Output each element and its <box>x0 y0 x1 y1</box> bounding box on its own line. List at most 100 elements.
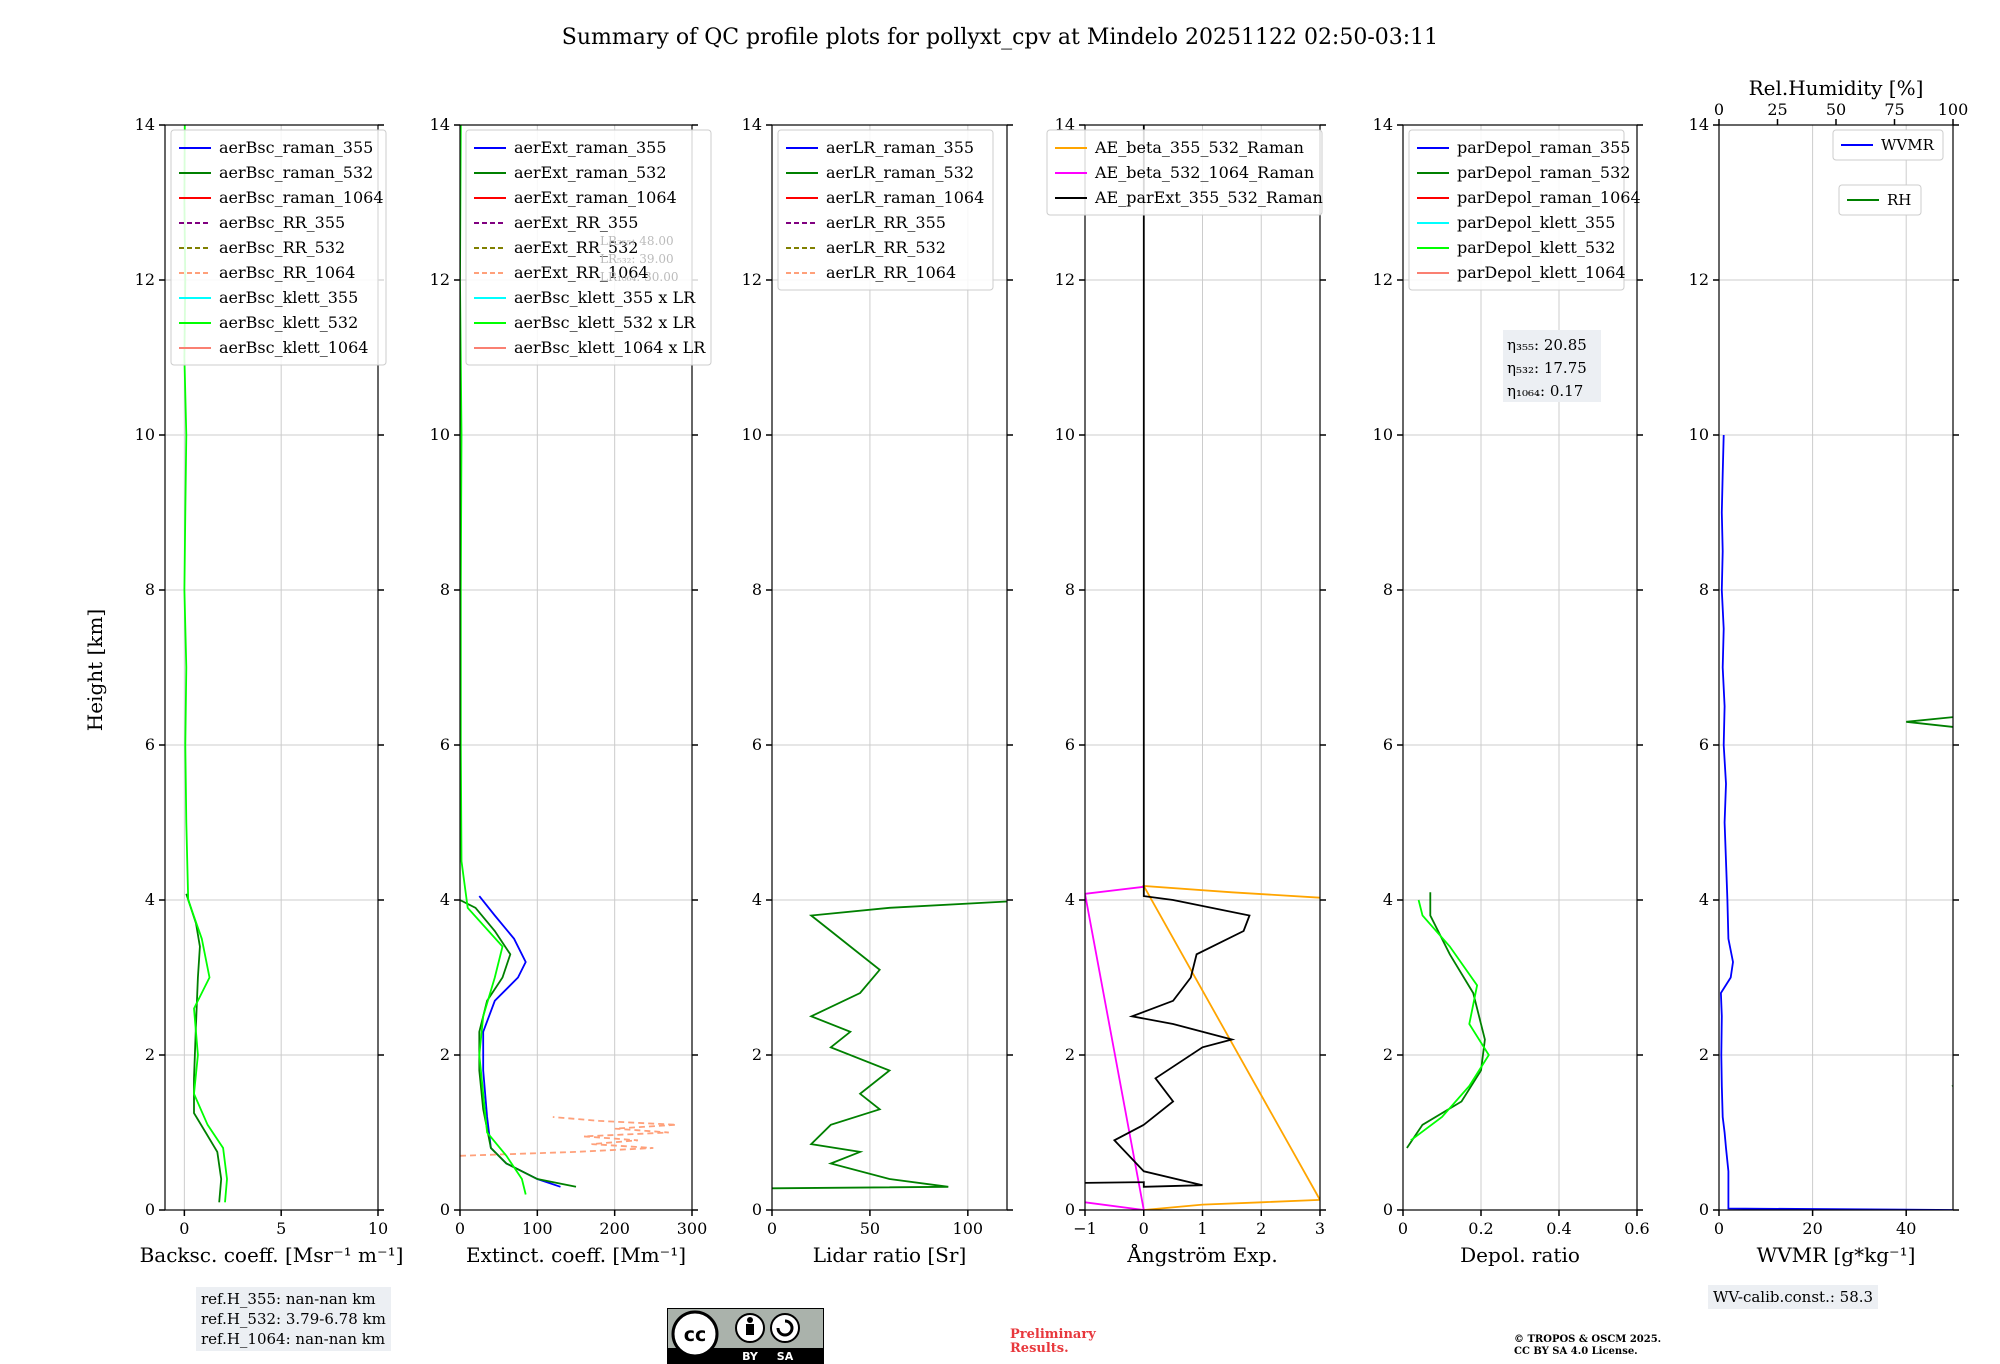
axes-frame <box>1718 124 1954 1211</box>
x-tick-label: 40 <box>1896 1219 1916 1238</box>
series-line-ae-parext-355-532-raman <box>1085 125 1251 1188</box>
legend-label: aerBsc_klett_355 <box>219 288 358 307</box>
legend-label: aerLR_RR_532 <box>826 238 946 257</box>
legend-box <box>170 129 387 366</box>
y-tick-label: 10 <box>135 425 155 444</box>
legend-label: AE_parExt_355_532_Raman <box>1094 188 1323 207</box>
legend-label: WVMR <box>1881 136 1935 154</box>
legend-label: aerExt_raman_1064 <box>514 188 677 207</box>
y-tick-label: 8 <box>1065 580 1075 599</box>
y-tick-label: 0 <box>1383 1200 1393 1219</box>
panel-dep: 0 0.2 0.4 0.6 0 2 4 6 8 10 12 14 Depol. ratio parDepo… <box>1373 115 1650 1267</box>
legend-lr: aerLR_raman_355 aerLR_raman_532 aerLR_rama… <box>777 129 994 291</box>
copyright-line-1: © TROPOS & OSCM 2025. <box>1514 1334 1662 1345</box>
series-line-wvmr <box>1719 434 1953 1210</box>
y-tick-label: 8 <box>1699 580 1709 599</box>
axes-frame <box>459 124 693 1211</box>
series-line-aerbsc-klett-532-x-lr <box>460 125 527 1195</box>
y-tick-label: 8 <box>1383 580 1393 599</box>
refh-1064-text: ref.H_1064: nan-nan km <box>201 1330 386 1348</box>
eta-annotation: η₃₅₅: 20.85 η₅₃₂: 17.75 η₁₀₆₄: 0.17 <box>1503 330 1601 402</box>
legend-label: parDepol_raman_1064 <box>1457 188 1641 207</box>
y-tick-label: 14 <box>135 115 155 134</box>
legend-label: aerBsc_klett_532 x LR <box>514 313 696 332</box>
y-tick-label: 14 <box>430 115 450 134</box>
legend-label: aerExt_RR_532 <box>514 238 638 257</box>
x-tick-label: 100 <box>522 1219 553 1238</box>
panel-wv: 0 20 40 0 2 4 6 8 10 12 14 WVMR [g*kg⁻¹] 0 25 50 75 100 R… <box>1689 76 1969 1267</box>
legend-ae: AE_beta_355_532_Raman AE_beta_532_1064_Ra… <box>1046 129 1323 216</box>
x-tick-label: 100 <box>953 1219 984 1238</box>
y-tick-label: 12 <box>1055 270 1075 289</box>
y-tick-label: 12 <box>742 270 762 289</box>
legend-bsc: aerBsc_raman_355 aerBsc_raman_532 aerBsc_r… <box>170 129 387 366</box>
panel-lr: 0 50 100 0 2 4 6 8 10 12 14 Lidar ratio [Sr] aerLR_r… <box>742 115 1013 1267</box>
legend-label: aerBsc_klett_1064 x LR <box>514 338 706 357</box>
x-tick-label: 200 <box>599 1219 630 1238</box>
legend-label: aerLR_RR_1064 <box>826 263 956 282</box>
wv-calib-box: WV-calib.const.: 58.3 <box>1708 1285 1879 1309</box>
legend-label: aerBsc_klett_355 x LR <box>514 288 696 307</box>
legend-label: aerBsc_RR_532 <box>219 238 345 257</box>
license-by-text: BY <box>742 1350 759 1363</box>
panel-bsc: 0 5 10 0 2 4 6 8 10 12 14 Backsc. coeff. [Msr⁻¹ m⁻¹… <box>135 115 404 1267</box>
y-tick-label: 2 <box>752 1045 762 1064</box>
copyright-line-2: CC BY SA 4.0 License. <box>1514 1346 1638 1357</box>
y-tick-label: 12 <box>1689 270 1709 289</box>
x-tick-label: 20 <box>1802 1219 1822 1238</box>
legend-label: RH <box>1887 191 1911 209</box>
x-tick-label: 0 <box>179 1219 189 1238</box>
x-tick-label: 1 <box>1197 1219 1207 1238</box>
series-line-ae-beta-532-1064-raman <box>1085 885 1145 1210</box>
y-tick-label: 0 <box>145 1200 155 1219</box>
y-tick-label: 8 <box>145 580 155 599</box>
legend-label: parDepol_raman_532 <box>1457 163 1630 182</box>
legend-label: aerLR_RR_355 <box>826 213 946 232</box>
series-line-aerext-raman-532 <box>460 899 577 1188</box>
x-tick-label: 0.6 <box>1624 1219 1649 1238</box>
eta-box <box>1503 330 1601 402</box>
y-tick-label: 4 <box>752 890 762 909</box>
legend-label: aerLR_raman_355 <box>826 138 974 157</box>
legend-label: aerBsc_raman_532 <box>219 163 373 182</box>
legend-label: aerExt_raman_532 <box>514 163 667 182</box>
eta-label: η₅₃₂: 17.75 <box>1507 359 1587 377</box>
y-tick-label: 2 <box>440 1045 450 1064</box>
y-tick-label: 12 <box>135 270 155 289</box>
license-sa-text: SA <box>777 1350 794 1363</box>
y-tick-label: 2 <box>1065 1045 1075 1064</box>
y-tick-label: 12 <box>1373 270 1393 289</box>
x-tick-label: 0 <box>767 1219 777 1238</box>
y-tick-label: 14 <box>1055 115 1075 134</box>
cc-license-badge: cc BY SA <box>667 1308 824 1364</box>
y-tick-label: 6 <box>1065 735 1075 754</box>
legend-label: aerExt_RR_1064 <box>514 263 649 282</box>
series-line-aerbsc-raman-532 <box>185 893 223 1203</box>
y-tick-label: 14 <box>1689 115 1709 134</box>
series-line-pardepol-raman-532 <box>1406 892 1486 1149</box>
x-axis-label: Extinct. coeff. [Mm⁻¹] <box>466 1243 686 1267</box>
prelim-line-2: Results. <box>1010 1341 1069 1356</box>
y-tick-label: 8 <box>440 580 450 599</box>
refh-532-text: ref.H_532: 3.79-6.78 km <box>201 1310 386 1328</box>
y-tick-label: 4 <box>145 890 155 909</box>
legend-box <box>465 129 712 366</box>
x-tick-label: 0 <box>1398 1219 1408 1238</box>
legend-label: aerLR_raman_532 <box>826 163 974 182</box>
legend-label: parDepol_klett_532 <box>1457 238 1615 257</box>
legend-label: aerBsc_raman_1064 <box>219 188 384 207</box>
cc-icon <box>671 1310 719 1358</box>
x-top-tick-label: 100 <box>1938 100 1969 119</box>
legend-label: parDepol_klett_355 <box>1457 213 1615 232</box>
y-tick-label: 6 <box>1699 735 1709 754</box>
axes-frame <box>771 124 1008 1211</box>
y-tick-label: 4 <box>440 890 450 909</box>
y-tick-label: 0 <box>752 1200 762 1219</box>
legend-label: aerBsc_RR_1064 <box>219 263 355 282</box>
legend-wvmr: WVMR <box>1832 129 1944 161</box>
series-line-aerext-raman-355 <box>478 895 561 1188</box>
y-tick-label: 12 <box>430 270 450 289</box>
x-tick-label: 3 <box>1315 1219 1325 1238</box>
series-line-aerext-rr-1064 <box>460 1116 677 1157</box>
